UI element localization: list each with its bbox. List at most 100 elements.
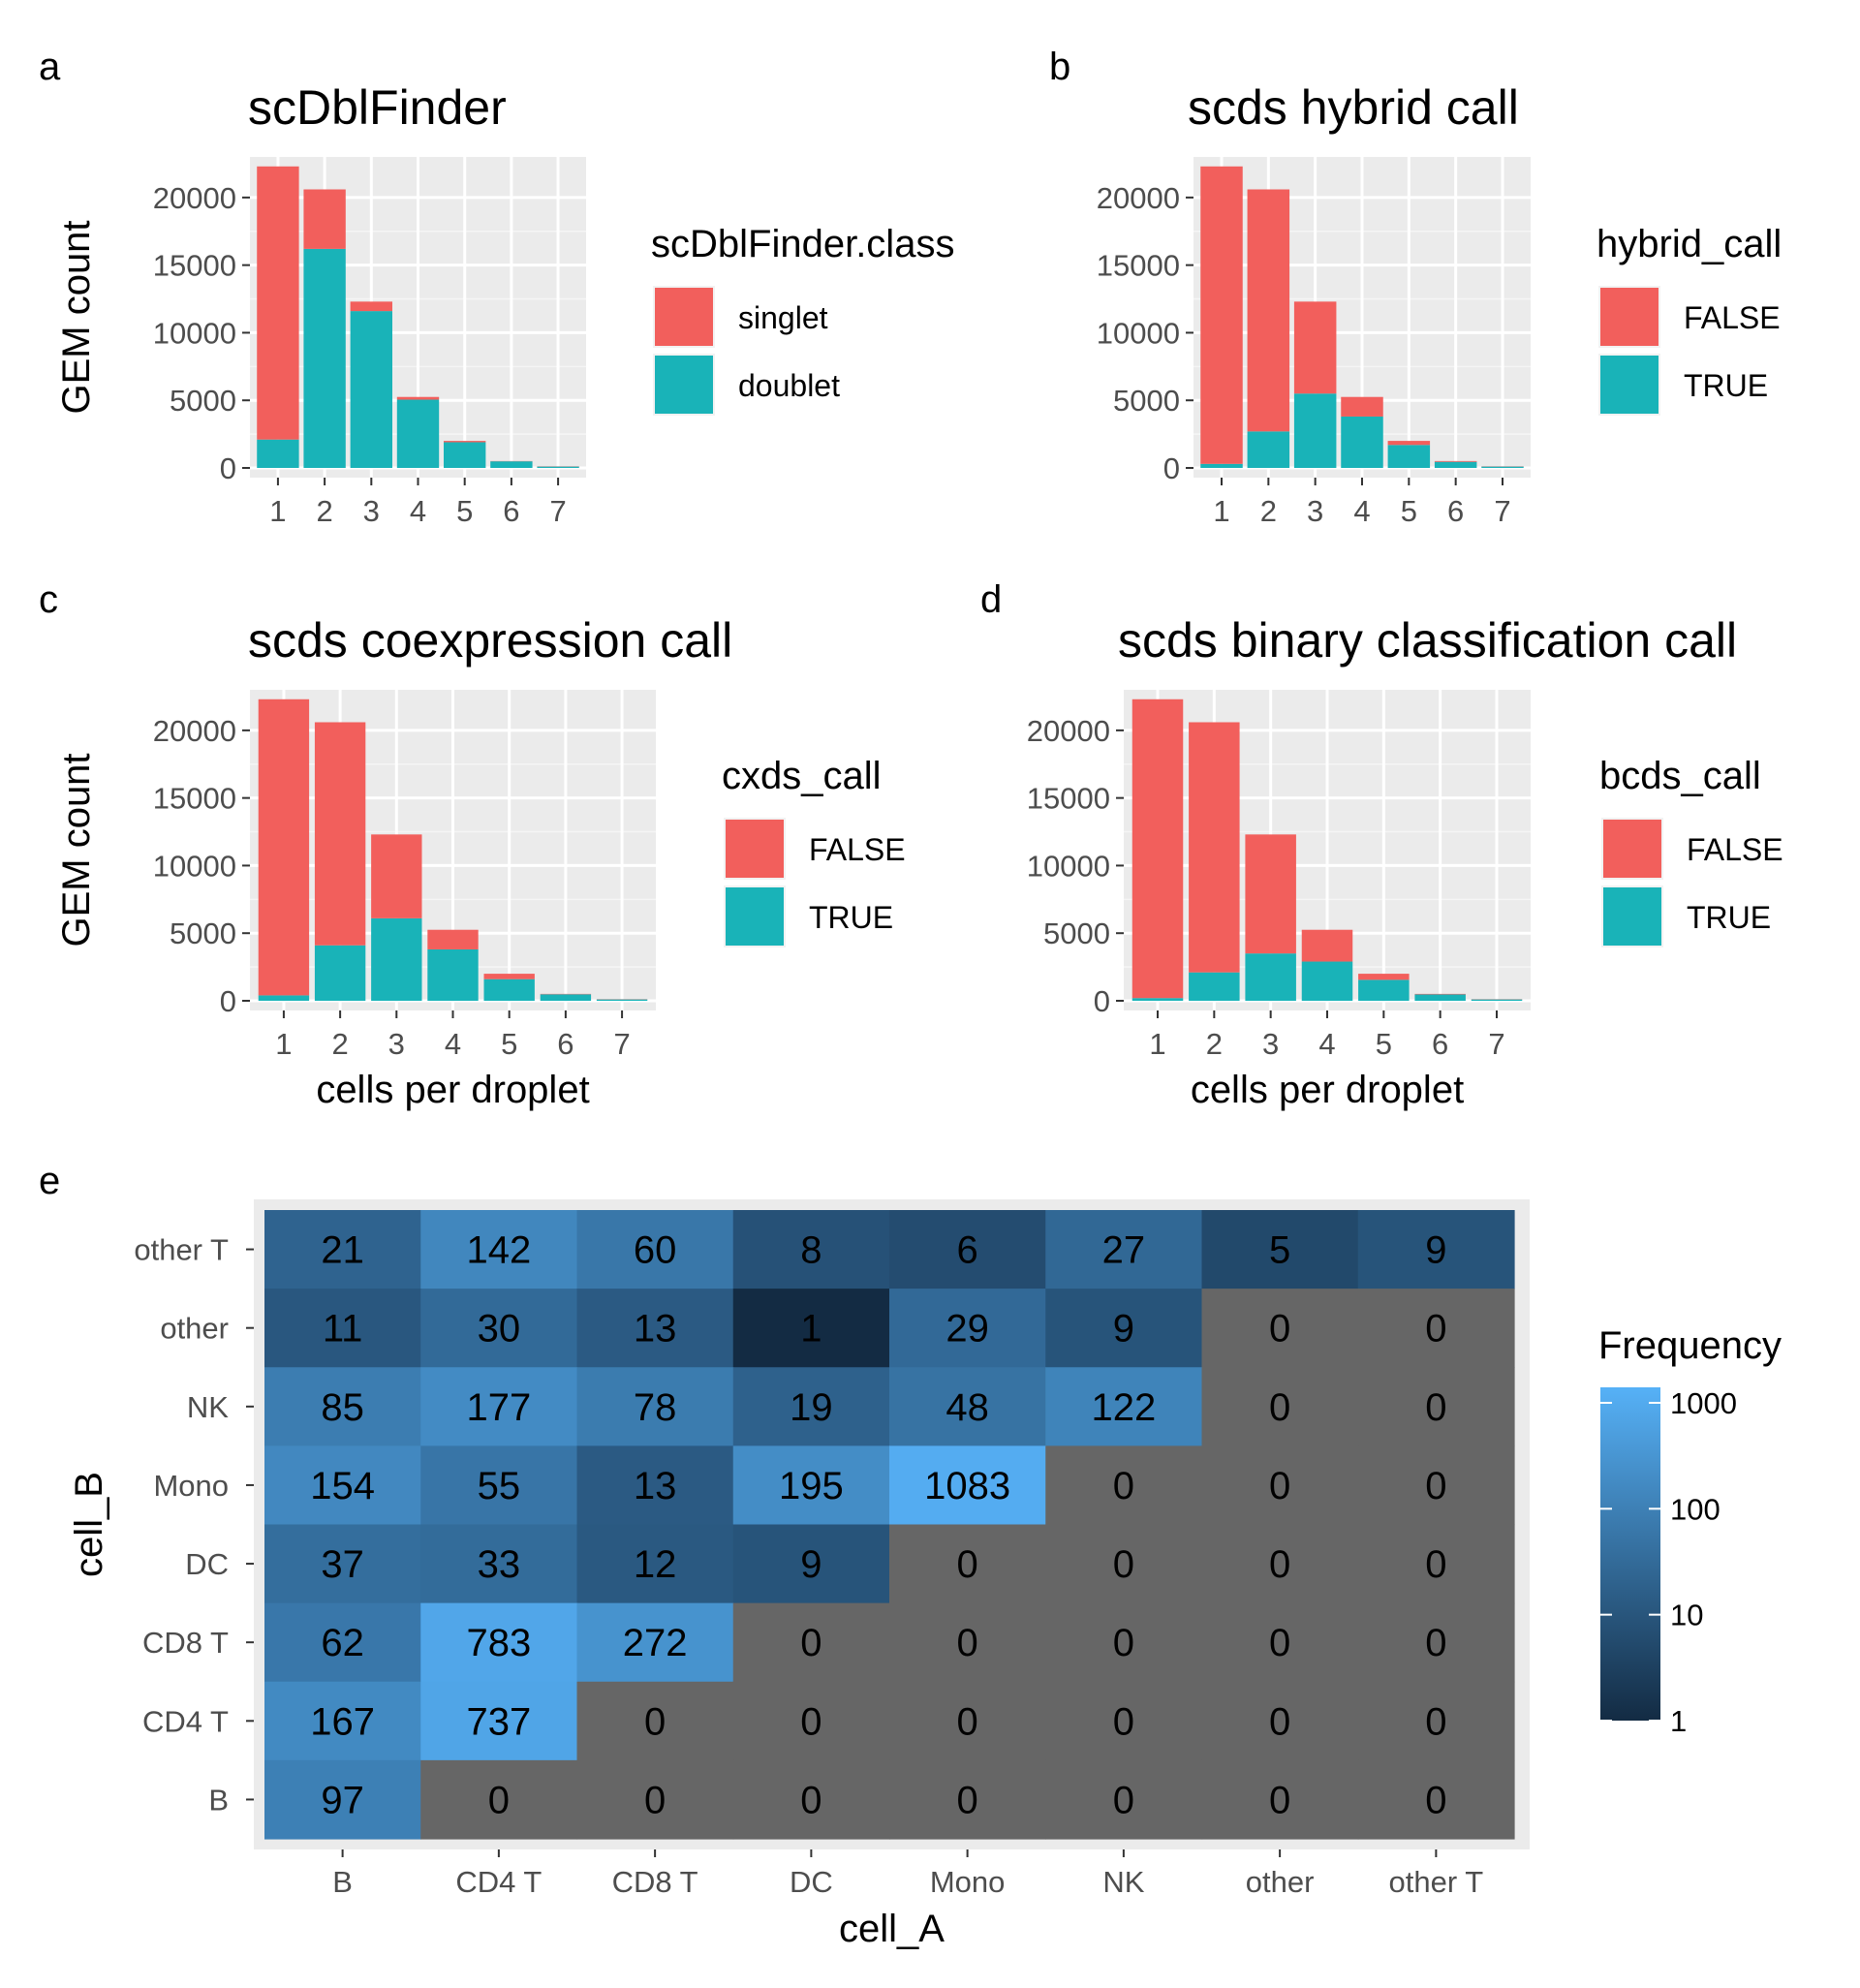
- bar-false: [1414, 993, 1466, 995]
- bar-true: [1301, 961, 1353, 1001]
- cell-value: 0: [957, 1779, 978, 1821]
- y-tick-label: B: [208, 1783, 229, 1817]
- legend-label: TRUE: [809, 900, 893, 935]
- x-tick-label: 5: [456, 494, 473, 528]
- y-tick-label: other: [160, 1312, 229, 1346]
- y-tick-label: 15000: [153, 249, 236, 283]
- heatmap-cell: [1045, 1759, 1203, 1840]
- y-tick-label: 20000: [153, 181, 236, 215]
- cell-value: 0: [957, 1700, 978, 1743]
- colorbar-label: 100: [1670, 1492, 1720, 1526]
- cell-value: 9: [1425, 1229, 1446, 1272]
- legend-key: [726, 887, 784, 946]
- cell-value: 0: [1269, 1700, 1290, 1743]
- y-tick-label: 0: [1094, 984, 1110, 1018]
- cell-value: 13: [634, 1308, 677, 1351]
- heatmap-cell: [576, 1524, 734, 1604]
- cell-value: 0: [800, 1700, 822, 1743]
- heatmap-cell: [1201, 1445, 1359, 1526]
- bar-true: [1189, 972, 1240, 1001]
- x-tick-label: 1: [1149, 1027, 1165, 1061]
- cell-value: 0: [644, 1700, 666, 1743]
- panel-letter: e: [39, 1160, 60, 1202]
- y-tick-label: Mono: [153, 1469, 229, 1503]
- x-tick-label: 3: [363, 494, 380, 528]
- heatmap-cell: [420, 1367, 578, 1446]
- cell-value: 0: [800, 1622, 822, 1664]
- cell-value: 177: [467, 1386, 532, 1429]
- heatmap-cell: [1357, 1759, 1515, 1840]
- bar-true: [427, 948, 479, 1001]
- bar-singlet: [257, 166, 299, 440]
- heatmap-cell: [420, 1210, 578, 1289]
- bar-true: [1358, 979, 1410, 1001]
- cell-value: 783: [467, 1622, 532, 1664]
- cell-value: 30: [478, 1308, 521, 1351]
- x-axis-label: cells per droplet: [1191, 1069, 1464, 1111]
- bar-true: [1293, 393, 1337, 468]
- cell-value: 0: [1425, 1386, 1446, 1429]
- cell-value: 0: [1425, 1308, 1446, 1351]
- cell-value: 12: [634, 1543, 677, 1586]
- legend-key: [655, 288, 713, 346]
- colorbar: [1600, 1387, 1660, 1721]
- bar-true: [596, 999, 648, 1001]
- y-tick-label: CD8 T: [142, 1626, 229, 1660]
- cell-value: 0: [1269, 1308, 1290, 1351]
- bar-false: [1245, 834, 1296, 954]
- y-tick-label: 5000: [170, 384, 236, 418]
- cell-value: 154: [310, 1465, 375, 1507]
- heatmap-cell: [420, 1289, 578, 1368]
- heatmap-cell: [420, 1759, 578, 1840]
- y-tick-label: 5000: [1043, 916, 1110, 950]
- bar-doublet: [444, 442, 486, 468]
- cell-value: 0: [1269, 1622, 1290, 1664]
- cell-value: 0: [1113, 1779, 1134, 1821]
- heatmap-cell: [889, 1759, 1046, 1840]
- heatmap-cell: [1201, 1681, 1359, 1761]
- cell-value: 0: [1113, 1543, 1134, 1586]
- chart-title: scds binary classification call: [1118, 613, 1737, 668]
- cell-value: 97: [321, 1779, 364, 1821]
- cell-value: 37: [321, 1543, 364, 1586]
- heatmap-cell: [1201, 1759, 1359, 1840]
- heatmap-cell: [1201, 1602, 1359, 1683]
- heatmap-cell: [732, 1759, 890, 1840]
- x-tick-label: 6: [1432, 1027, 1448, 1061]
- heatmap-cell: [1357, 1602, 1515, 1683]
- panel-c: c scds coexpression call 0 5000 10000 15000 20…: [39, 578, 906, 1111]
- x-tick-label: 1: [1213, 494, 1229, 528]
- bar-false: [1293, 301, 1337, 394]
- x-tick-label: 4: [1353, 494, 1370, 528]
- cell-value: 0: [1425, 1779, 1446, 1821]
- panel-d: d scds binary classification call 0 5000 100…: [980, 578, 1783, 1111]
- y-tick-label: 0: [1163, 451, 1180, 485]
- heatmap-cell: [889, 1681, 1046, 1761]
- cell-value: 0: [1269, 1779, 1290, 1821]
- heatmap-cell: [889, 1367, 1046, 1446]
- colorbar-label: 1000: [1670, 1386, 1737, 1420]
- bar-doublet: [490, 461, 533, 468]
- heatmap-cell: [1045, 1524, 1203, 1604]
- bar-doublet: [350, 311, 392, 468]
- panel-b: b scds hybrid call 0 5000 10000 15000 20000 1 2 3…: [1049, 46, 1782, 528]
- y-tick-label: 10000: [1097, 316, 1180, 350]
- heatmap-cell: [1201, 1524, 1359, 1604]
- x-tick-label: Mono: [930, 1865, 1006, 1899]
- heatmap-cell: [576, 1681, 734, 1761]
- heatmap-cell: [1357, 1681, 1515, 1761]
- heatmap-cell: [889, 1210, 1046, 1289]
- chart-title: scds coexpression call: [248, 613, 732, 668]
- legend-title: scDblFinder.class: [651, 223, 954, 265]
- legend-key: [726, 820, 784, 878]
- legend-label: doublet: [738, 368, 840, 403]
- cell-value: 0: [1269, 1386, 1290, 1429]
- x-tick-label: B: [332, 1865, 353, 1899]
- y-tick-label: 0: [220, 451, 236, 485]
- heatmap-cell: [732, 1210, 890, 1289]
- y-tick-label: 20000: [1097, 181, 1180, 215]
- cell-value: 78: [634, 1386, 677, 1429]
- heatmap-cell: [576, 1210, 734, 1289]
- y-tick-label: CD4 T: [142, 1704, 229, 1738]
- panel-letter: a: [39, 46, 61, 88]
